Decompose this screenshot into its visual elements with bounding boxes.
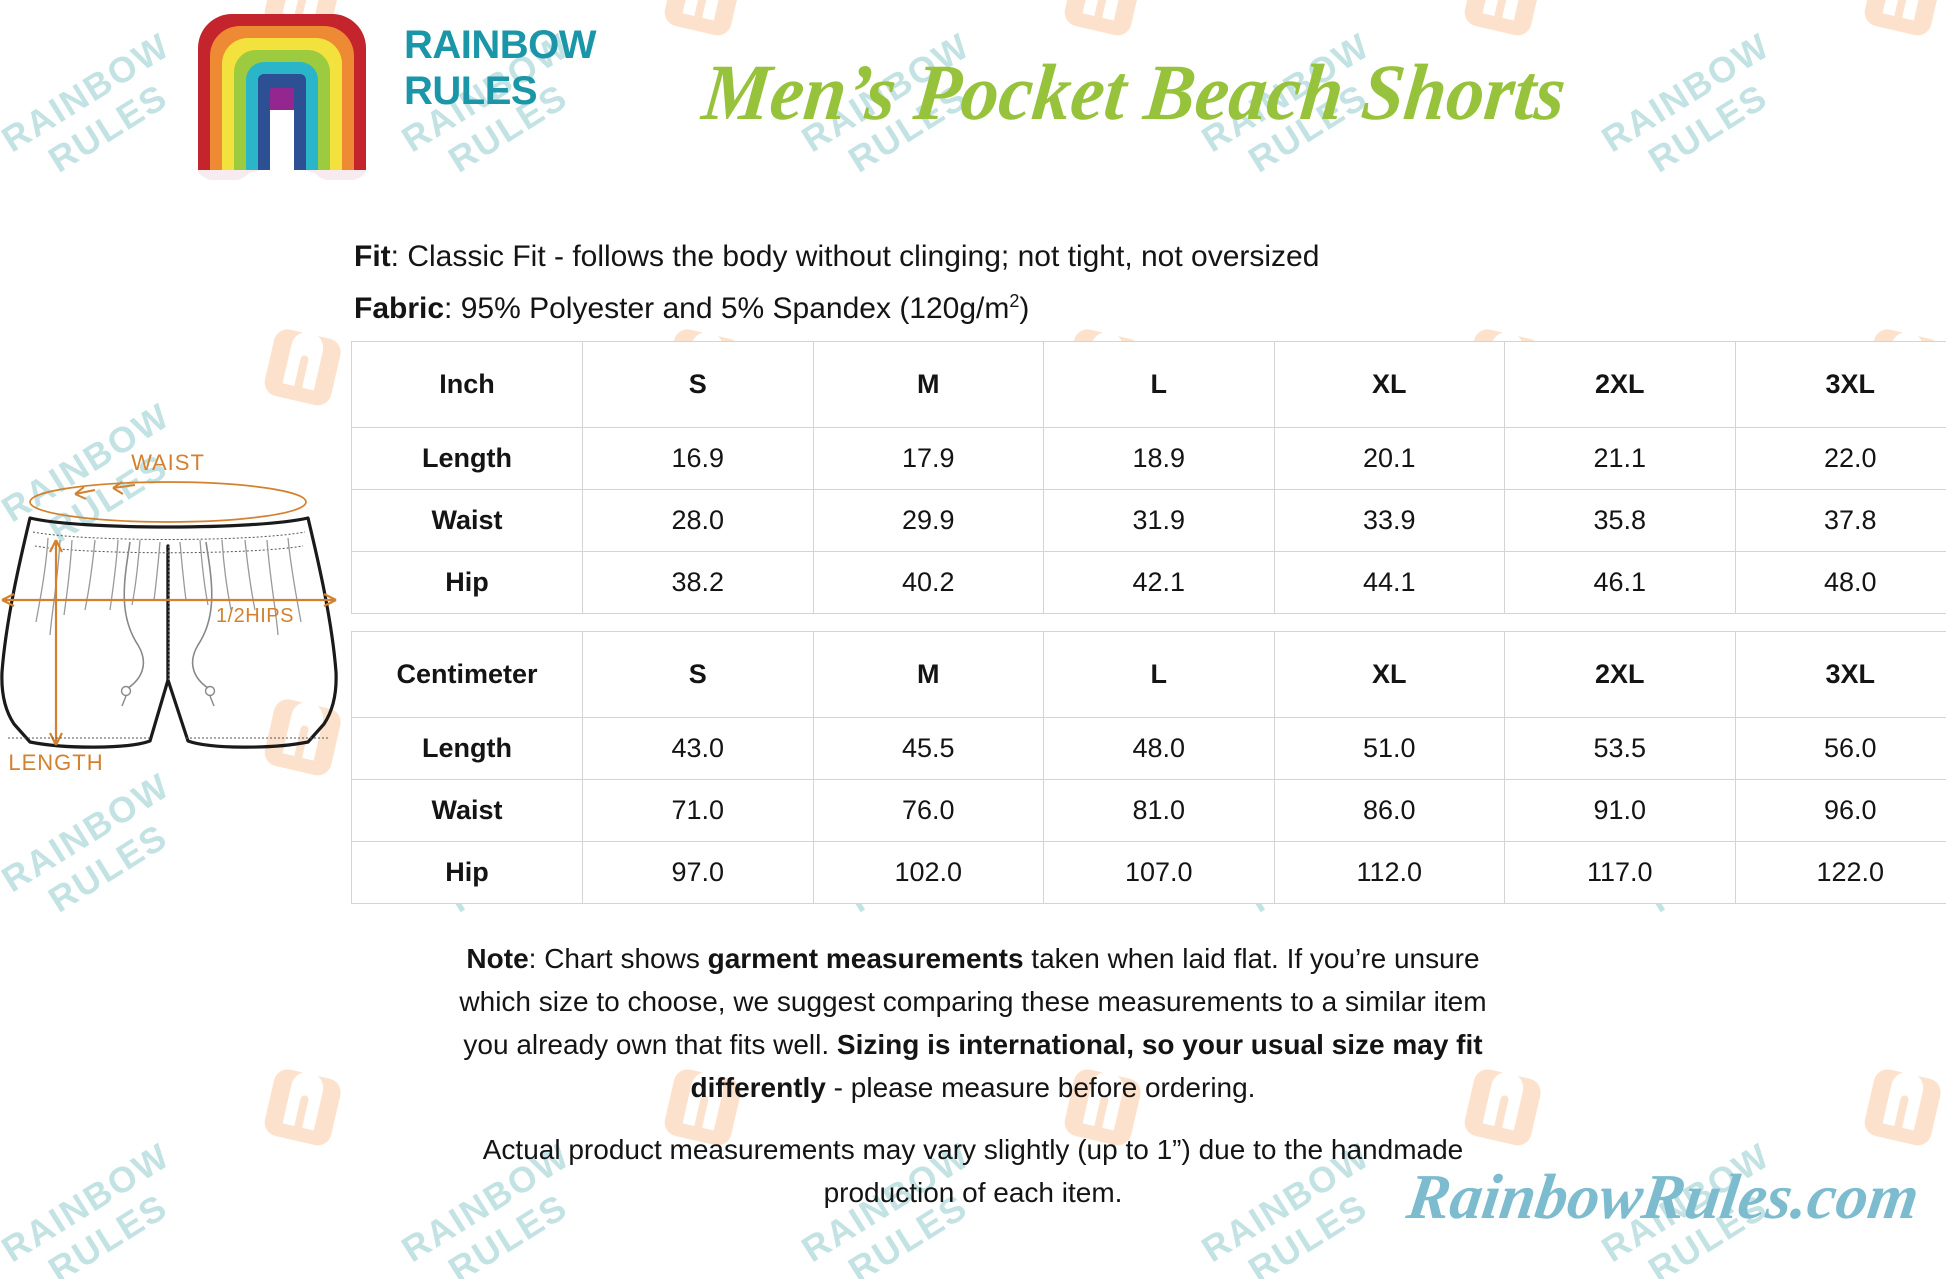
svg-text:LENGTH: LENGTH bbox=[8, 750, 103, 775]
svg-text:WAIST: WAIST bbox=[131, 450, 205, 475]
svg-text:1/2HIPS: 1/2HIPS bbox=[216, 605, 294, 627]
